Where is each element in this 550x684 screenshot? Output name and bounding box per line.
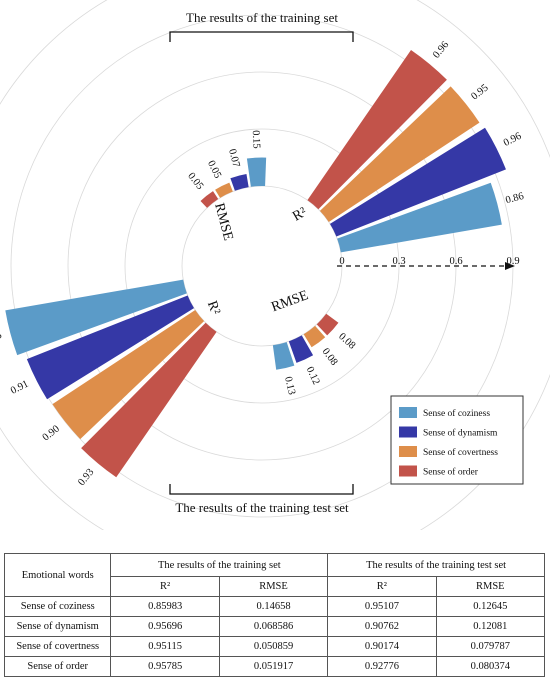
- subheader-r2-train: R²: [110, 576, 220, 597]
- bar-test-r2-4: [81, 322, 217, 478]
- cell-rmse-test: 0.080374: [435, 656, 546, 677]
- bar-value-label: 0.05: [205, 159, 223, 180]
- subheader-rmse-train: RMSE: [218, 576, 329, 597]
- cell-rmse-test: 0.12081: [435, 616, 546, 637]
- tick-label: 0: [339, 256, 344, 267]
- header-emotional-words: Emotional words: [3, 553, 112, 597]
- metric-label-rmse: RMSE: [269, 288, 310, 315]
- cell-word: Sense of order: [3, 656, 112, 677]
- bar-value-label: 0.08: [320, 346, 340, 367]
- bar-value-label: 0.93: [76, 467, 96, 488]
- legend-label: Sense of coziness: [423, 408, 490, 419]
- table-row: Sense of dynamism 0.95696 0.068586 0.907…: [3, 616, 546, 637]
- bar-training-r2-1: [337, 182, 502, 253]
- bar-test-rmse-1: [272, 342, 295, 370]
- cell-r2-test: 0.90174: [327, 636, 437, 657]
- bar-training-rmse-1: [246, 157, 267, 187]
- radial-axis-ticks: 0 0.3 0.6 0.9: [339, 256, 519, 267]
- bar-value-label: 0.12: [304, 365, 322, 386]
- cell-r2-test: 0.90762: [327, 616, 437, 637]
- legend-label: Sense of dynamism: [423, 428, 498, 439]
- cell-rmse-test: 0.079787: [435, 636, 546, 657]
- bar-value-label: 0.07: [226, 148, 241, 169]
- cell-rmse-train: 0.14658: [218, 596, 329, 617]
- cell-rmse-train: 0.050859: [218, 636, 329, 657]
- bar-test-rmse-2: [288, 335, 314, 363]
- legend-swatch: [399, 426, 417, 438]
- bar-training-r2-3: [319, 86, 480, 222]
- bar-value-label: 0.96: [502, 131, 523, 149]
- legend-swatch: [399, 407, 417, 418]
- metric-label-rmse: RMSE: [211, 202, 235, 243]
- table-row: Sense of covertness 0.95115 0.050859 0.9…: [3, 636, 546, 657]
- bar-test-rmse-3: [303, 325, 326, 348]
- cell-r2-train: 0.85983: [110, 596, 220, 617]
- cell-r2-train: 0.95785: [110, 656, 220, 677]
- legend-label: Sense of order: [423, 467, 479, 478]
- results-table: Emotional words The results of the train…: [3, 553, 546, 677]
- header-test-set: The results of the training test set: [327, 553, 545, 577]
- bar-value-label: 0.13: [282, 376, 297, 396]
- radial-bar-chart: The results of the training set 0.86 0.96…: [0, 0, 550, 530]
- cell-r2-test: 0.92776: [327, 656, 437, 677]
- subheader-rmse-test: RMSE: [435, 576, 546, 597]
- table-row: Sense of order 0.95785 0.051917 0.92776 …: [3, 656, 546, 677]
- grid-ring: [124, 128, 400, 404]
- bar-training-rmse-4: [200, 191, 219, 208]
- bar-value-label: 0.08: [336, 331, 357, 351]
- bar-training-r2-4: [307, 50, 447, 210]
- bars: [5, 50, 506, 478]
- bracket-training: [169, 31, 354, 42]
- cell-word: Sense of coziness: [3, 596, 112, 617]
- bar-value-label: 0.90: [41, 423, 62, 443]
- header-training-set: The results of the training set: [110, 553, 329, 577]
- table-row: Sense of coziness 0.85983 0.14658 0.9510…: [3, 596, 546, 617]
- metric-labels: R² RMSE R² RMSE: [204, 202, 310, 317]
- bar-test-r2-2: [26, 295, 195, 400]
- bar-value-label: 0.96: [431, 39, 451, 60]
- cell-rmse-train: 0.051917: [218, 656, 329, 677]
- bar-value-label: 0.95: [469, 82, 490, 102]
- cell-r2-train: 0.95696: [110, 616, 220, 637]
- legend-swatch: [399, 446, 417, 457]
- bar-value-label: 0.15: [250, 130, 262, 149]
- bar-training-rmse-2: [230, 174, 249, 191]
- tick-label: 0.9: [506, 256, 519, 267]
- section-title-training: The results of the training set: [186, 10, 338, 25]
- cell-word: Sense of dynamism: [3, 616, 112, 637]
- section-title-test: The results of the training test set: [175, 500, 349, 515]
- grid-ring: [181, 185, 343, 347]
- bar-training-rmse-3: [215, 182, 233, 198]
- legend-label: Sense of covertness: [423, 447, 498, 458]
- metric-label-r2: R²: [204, 299, 223, 317]
- legend: Sense of coziness Sense of dynamism Sense …: [390, 395, 524, 485]
- cell-word: Sense of covertness: [3, 636, 112, 657]
- bracket-test: [169, 484, 354, 495]
- tick-label: 0.3: [392, 256, 405, 267]
- bar-training-r2-2: [329, 127, 506, 237]
- cell-rmse-test: 0.12645: [435, 596, 546, 617]
- cell-rmse-train: 0.068586: [218, 616, 329, 637]
- bar-test-r2-1: [5, 279, 187, 356]
- cell-r2-train: 0.95115: [110, 636, 220, 657]
- legend-swatch: [399, 465, 417, 477]
- bar-test-rmse-4: [316, 313, 339, 336]
- bar-value-label: 0.95: [0, 330, 3, 345]
- bar-test-r2-3: [52, 310, 205, 440]
- subheader-r2-test: R²: [327, 576, 437, 597]
- cell-r2-test: 0.95107: [327, 596, 437, 617]
- bar-value-label: 0.86: [504, 191, 525, 206]
- bar-value-label: 0.91: [9, 379, 30, 397]
- tick-label: 0.6: [449, 256, 462, 267]
- bar-value-label: 0.05: [185, 171, 205, 192]
- metric-label-r2: R²: [290, 205, 309, 225]
